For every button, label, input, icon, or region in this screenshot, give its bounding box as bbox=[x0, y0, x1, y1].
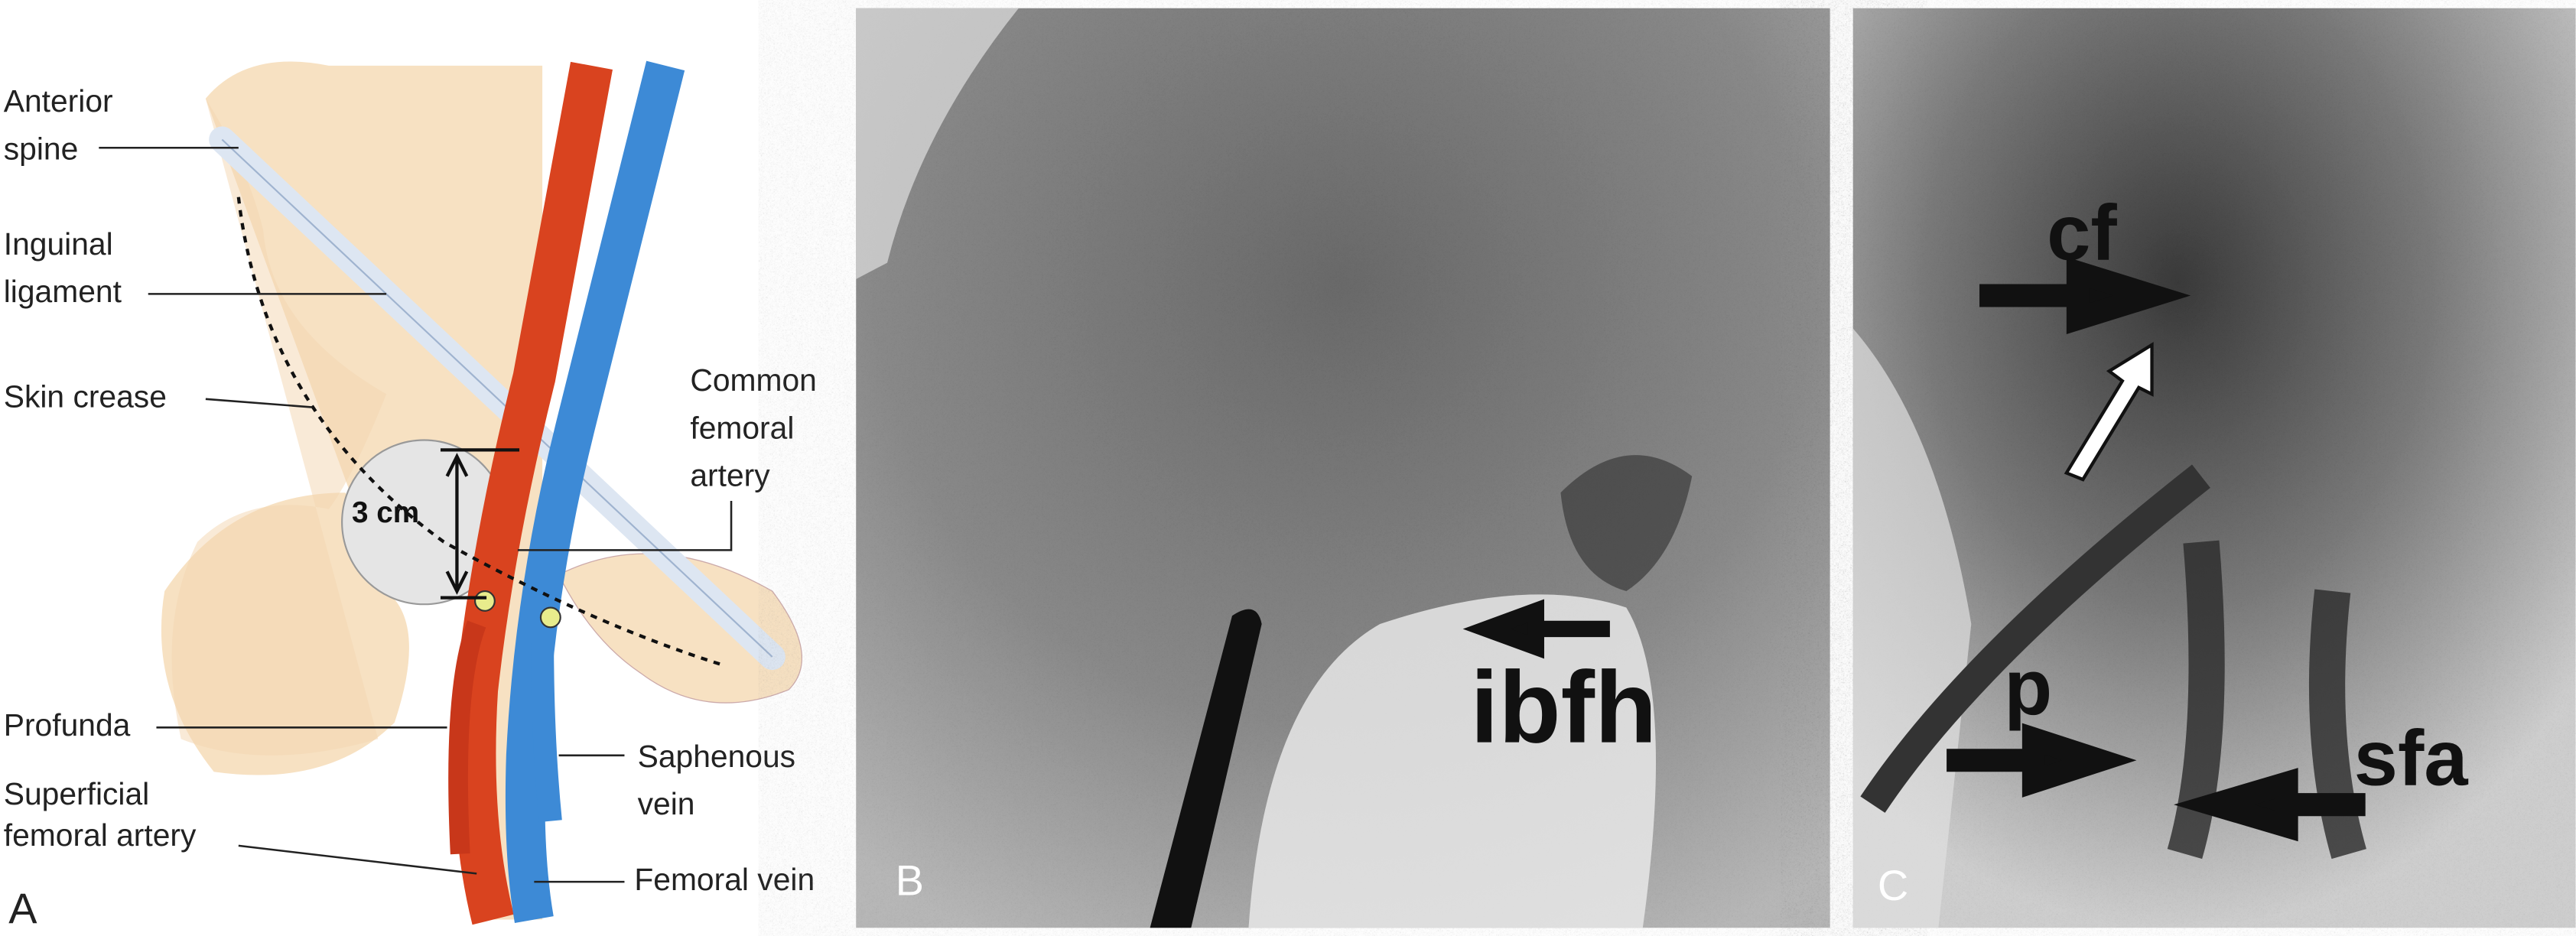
saphenous-vein bbox=[531, 640, 562, 823]
annotation: cf bbox=[2047, 188, 2117, 276]
catheter bbox=[1860, 464, 2210, 813]
puncture-site bbox=[473, 590, 496, 612]
profunda bbox=[448, 620, 486, 855]
arrow bbox=[2174, 768, 2366, 842]
femoral-head-shadow bbox=[1248, 594, 1657, 928]
panel-a: 3 cm Anterior spine Inguinal ligament Sk… bbox=[4, 60, 817, 932]
label: artery bbox=[690, 458, 770, 493]
measurement: 3 cm bbox=[352, 496, 419, 529]
label: Superficial bbox=[4, 776, 149, 811]
xray-light bbox=[856, 8, 1019, 280]
needle bbox=[1150, 609, 1262, 928]
label: ligament bbox=[4, 274, 122, 309]
panel-c: cf p sfa C bbox=[1852, 8, 2576, 928]
label: spine bbox=[4, 131, 79, 166]
measure-arrow bbox=[445, 453, 469, 595]
annotation: p bbox=[2004, 643, 2052, 731]
joint-shadow bbox=[1560, 455, 1693, 592]
label: femoral artery bbox=[4, 817, 197, 853]
panel-b: ibfh B bbox=[856, 8, 1830, 928]
skin-crease bbox=[236, 197, 724, 667]
femoral-vein bbox=[505, 60, 685, 923]
label: Femoral vein bbox=[634, 862, 815, 897]
curved-arrow bbox=[2064, 342, 2154, 482]
label: Saphenous bbox=[638, 739, 795, 774]
bone-shade bbox=[171, 98, 387, 756]
leader bbox=[205, 398, 313, 408]
ligament-fiber bbox=[221, 138, 773, 658]
arrow bbox=[1462, 599, 1610, 659]
label: vein bbox=[638, 786, 695, 821]
leader bbox=[238, 844, 477, 875]
arrow bbox=[1947, 723, 2137, 798]
label: Skin crease bbox=[4, 379, 167, 414]
panel-letter: C bbox=[1878, 861, 1908, 909]
panel-letter: A bbox=[8, 884, 37, 932]
label: Common bbox=[690, 362, 817, 398]
arrow bbox=[1979, 257, 2191, 335]
label: femoral bbox=[690, 410, 794, 445]
label: Anterior bbox=[4, 83, 113, 119]
panel-letter: B bbox=[896, 856, 924, 904]
label: Inguinal bbox=[4, 226, 113, 262]
annotation: ibfh bbox=[1470, 651, 1657, 765]
annotation: sfa bbox=[2354, 713, 2469, 801]
leader bbox=[517, 500, 733, 551]
vessel bbox=[2167, 540, 2366, 860]
puncture-site bbox=[539, 606, 561, 629]
label: Profunda bbox=[4, 707, 131, 743]
artery bbox=[453, 61, 613, 925]
